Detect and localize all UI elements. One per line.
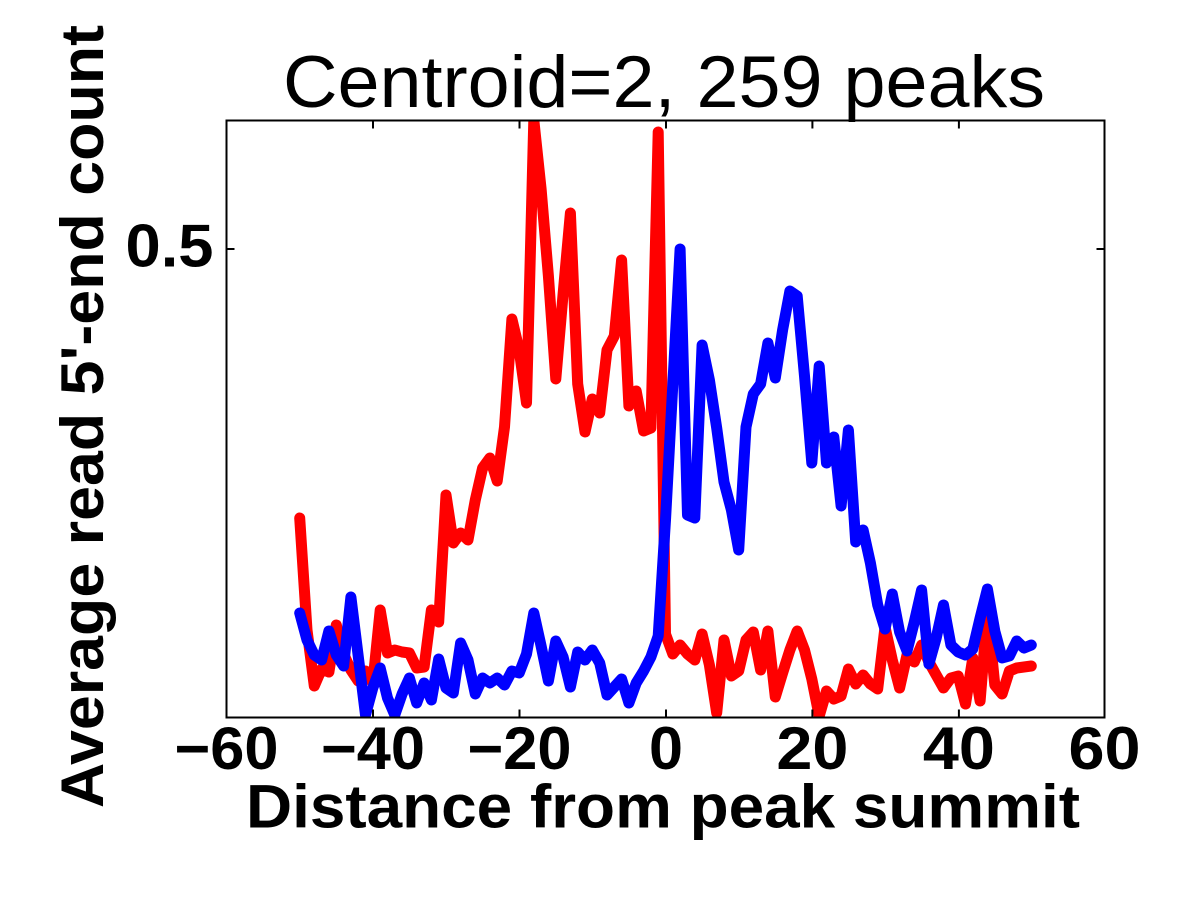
- svg-text:−40: −40: [321, 715, 425, 782]
- svg-text:−20: −20: [468, 715, 572, 782]
- svg-text:Centroid=2, 259 peaks: Centroid=2, 259 peaks: [283, 42, 1045, 123]
- svg-text:0.5: 0.5: [126, 213, 214, 280]
- svg-text:20: 20: [776, 715, 848, 782]
- svg-text:0: 0: [649, 715, 683, 782]
- svg-text:Distance from peak summit: Distance from peak summit: [246, 773, 1080, 841]
- svg-text:−60: −60: [175, 715, 279, 782]
- svg-text:60: 60: [1069, 715, 1141, 782]
- svg-text:40: 40: [923, 715, 995, 782]
- svg-text:Average read 5'-end count: Average read 5'-end count: [49, 25, 116, 808]
